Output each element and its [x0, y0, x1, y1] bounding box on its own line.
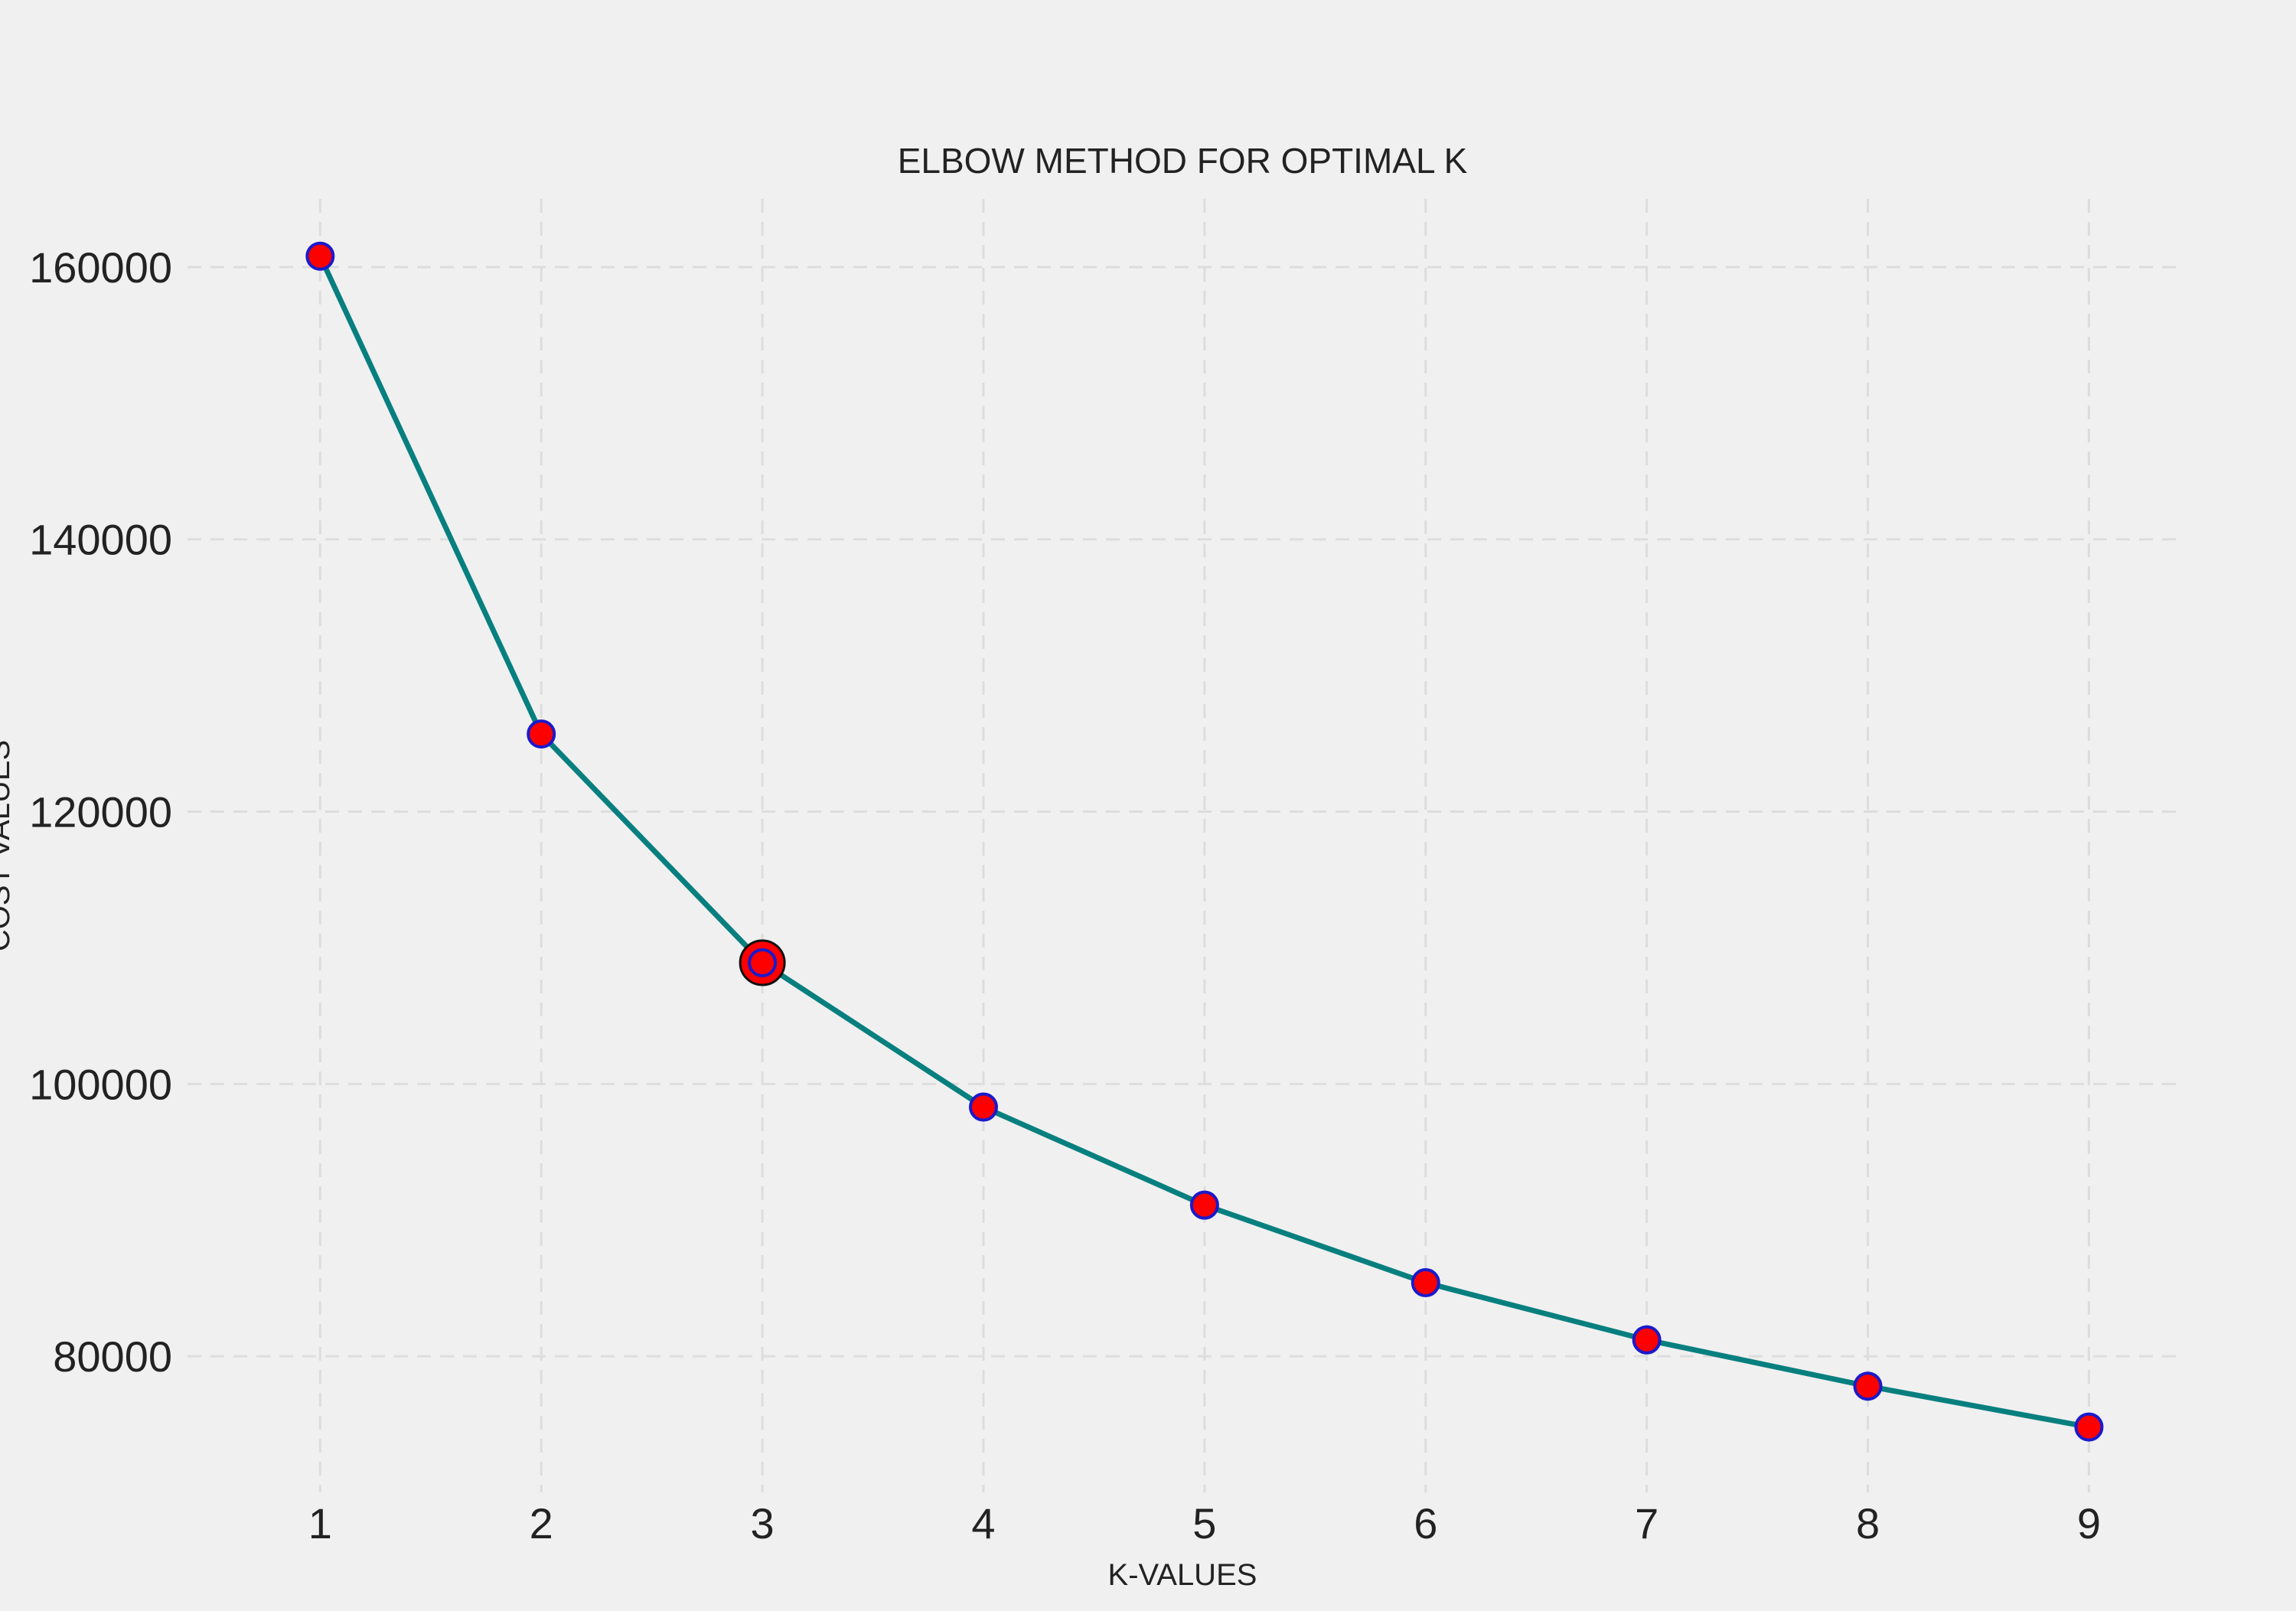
chart-title: ELBOW METHOD FOR OPTIMAL K: [898, 141, 1468, 181]
x-tick-label: 6: [1414, 1499, 1437, 1547]
x-tick-label: 3: [751, 1499, 775, 1547]
data-point: [527, 719, 556, 749]
x-tick-label: 5: [1192, 1499, 1216, 1547]
data-point: [1632, 1325, 1662, 1355]
x-tick-label: 4: [971, 1499, 995, 1547]
x-tick-label: 2: [530, 1499, 553, 1547]
grid-layer: [188, 199, 2177, 1492]
x-tick-label: 8: [1856, 1499, 1880, 1547]
y-tick-label: 160000: [29, 243, 172, 292]
y-tick-label: 140000: [29, 516, 172, 564]
y-axis-label: COST VALUES: [0, 740, 16, 951]
data-point: [1853, 1371, 1883, 1401]
data-point: [1189, 1190, 1219, 1220]
data-point: [2074, 1412, 2104, 1442]
x-tick-label: 1: [308, 1499, 332, 1547]
data-point: [305, 241, 335, 271]
y-tick-label: 120000: [29, 788, 172, 836]
y-tick-label: 100000: [29, 1060, 172, 1108]
tick-label-layer: 1 2 3 4 5 6 7 8 9 80000 100000 120000 140000 160000: [29, 243, 2101, 1547]
y-tick-label: 80000: [53, 1332, 172, 1381]
marker-layer: [305, 241, 2104, 1442]
data-point: [748, 947, 778, 977]
x-tick-label: 7: [1635, 1499, 1658, 1547]
data-point: [969, 1092, 998, 1122]
x-axis-label: K-VALUES: [1108, 1558, 1257, 1592]
x-tick-label: 9: [2077, 1499, 2101, 1547]
data-point: [1411, 1268, 1440, 1298]
